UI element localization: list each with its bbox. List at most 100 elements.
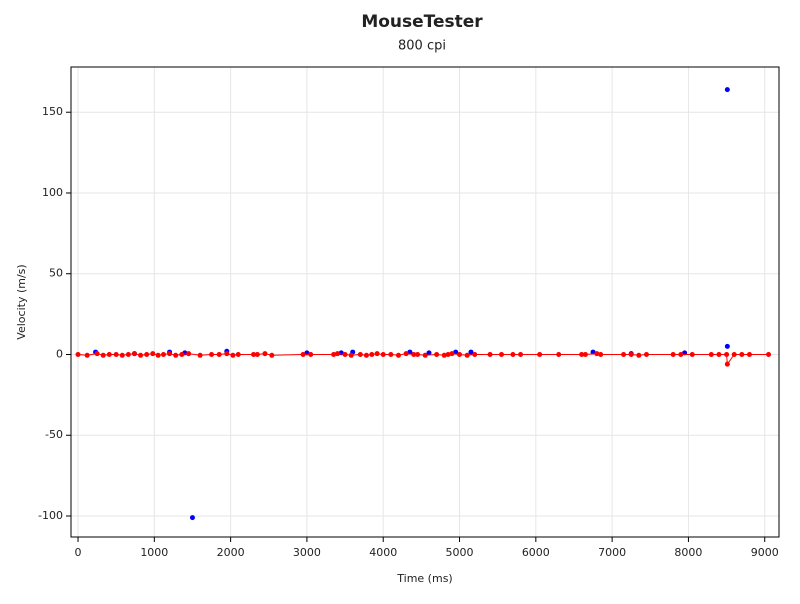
y-tick-label: 100 xyxy=(42,186,63,199)
point xyxy=(395,352,401,358)
point xyxy=(308,351,314,357)
point xyxy=(724,351,730,357)
point xyxy=(224,351,230,357)
point xyxy=(628,351,634,357)
point xyxy=(407,349,413,355)
point xyxy=(131,351,137,357)
point xyxy=(464,352,470,358)
point xyxy=(403,351,409,357)
x-tick-label: 2000 xyxy=(217,546,245,559)
point xyxy=(155,352,161,358)
point xyxy=(716,351,722,357)
point xyxy=(468,349,474,355)
point xyxy=(510,351,516,357)
point xyxy=(724,87,730,93)
y-axis-label: Velocity (m/s) xyxy=(15,264,28,339)
point xyxy=(348,352,354,358)
point xyxy=(254,351,260,357)
point xyxy=(334,351,340,357)
point xyxy=(75,351,81,357)
point xyxy=(739,351,745,357)
point xyxy=(724,343,730,349)
point xyxy=(724,361,730,367)
point xyxy=(594,351,600,357)
chart-subtitle: 800 cpi xyxy=(398,39,446,54)
point xyxy=(441,352,447,358)
point xyxy=(374,351,380,357)
point xyxy=(426,350,432,356)
x-axis-label: Time (ms) xyxy=(396,572,452,585)
point xyxy=(678,351,684,357)
point xyxy=(449,351,455,357)
point xyxy=(643,351,649,357)
point xyxy=(235,351,241,357)
x-tick-label: 4000 xyxy=(369,546,397,559)
point xyxy=(415,351,421,357)
point xyxy=(369,351,375,357)
point xyxy=(422,352,428,358)
point xyxy=(179,351,185,357)
point xyxy=(269,352,275,358)
point xyxy=(94,351,100,357)
point xyxy=(766,351,772,357)
point xyxy=(621,351,627,357)
point xyxy=(498,351,504,357)
point xyxy=(388,351,394,357)
point xyxy=(197,352,203,358)
point xyxy=(144,351,150,357)
point xyxy=(173,352,179,358)
point xyxy=(380,351,386,357)
x-tick-label: 7000 xyxy=(598,546,626,559)
point xyxy=(100,352,106,358)
x-tick-label: 5000 xyxy=(446,546,474,559)
point xyxy=(445,351,451,357)
point xyxy=(119,352,125,358)
x-tick-label: 1000 xyxy=(140,546,168,559)
plot-frame xyxy=(70,66,780,538)
y-tick-label: -100 xyxy=(38,509,63,522)
x-tick-label: 6000 xyxy=(522,546,550,559)
point xyxy=(300,351,306,357)
point xyxy=(189,515,195,521)
point xyxy=(434,351,440,357)
point xyxy=(537,351,543,357)
point xyxy=(598,351,604,357)
y-tick-label: 150 xyxy=(42,105,63,118)
point xyxy=(262,351,268,357)
point xyxy=(411,351,417,357)
point xyxy=(453,349,459,355)
point xyxy=(186,351,192,357)
point xyxy=(582,351,588,357)
x-tick-label: 8000 xyxy=(674,546,702,559)
x-tick-label: 0 xyxy=(75,546,82,559)
point xyxy=(636,352,642,358)
point xyxy=(556,351,562,357)
point xyxy=(209,351,215,357)
point xyxy=(357,351,363,357)
y-tick-label: 0 xyxy=(56,347,63,360)
point xyxy=(230,352,236,358)
point xyxy=(487,351,493,357)
point xyxy=(342,351,348,357)
point xyxy=(731,351,737,357)
point xyxy=(106,351,112,357)
point xyxy=(590,349,596,355)
point xyxy=(689,351,695,357)
point xyxy=(518,351,524,357)
point xyxy=(167,351,173,357)
point xyxy=(579,351,585,357)
chart-title: MouseTester xyxy=(361,12,483,32)
point xyxy=(84,352,90,358)
point xyxy=(331,351,337,357)
point xyxy=(670,351,676,357)
point xyxy=(472,351,478,357)
point xyxy=(160,351,166,357)
point xyxy=(138,352,144,358)
x-tick-label: 3000 xyxy=(293,546,321,559)
point xyxy=(150,351,156,357)
y-tick-label: -50 xyxy=(45,428,63,441)
point xyxy=(216,351,222,357)
point xyxy=(251,351,257,357)
point xyxy=(113,351,119,357)
